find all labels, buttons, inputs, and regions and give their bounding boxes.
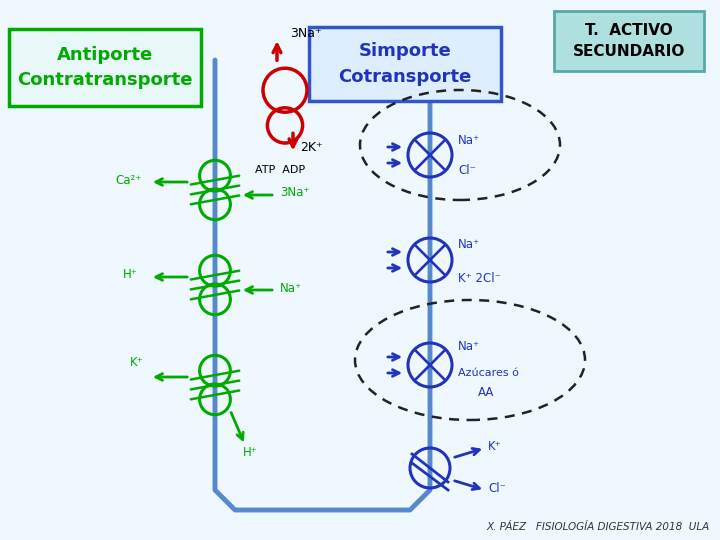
Text: Na⁺: Na⁺ [280,281,302,294]
Text: Na⁺: Na⁺ [458,239,480,252]
Text: Antiporte
Contratransporte: Antiporte Contratransporte [17,46,193,89]
FancyBboxPatch shape [309,27,501,101]
Text: ATP  ADP: ATP ADP [255,165,305,176]
Text: 3Na⁺: 3Na⁺ [290,26,322,40]
Text: K⁺: K⁺ [130,356,144,369]
Text: 3Na⁺: 3Na⁺ [280,186,310,199]
Text: Cl⁻: Cl⁻ [488,482,506,495]
FancyBboxPatch shape [9,29,201,106]
Text: K⁺: K⁺ [488,440,502,453]
Text: Simporte
Cotransporte: Simporte Cotransporte [338,43,472,85]
Text: Azúcares ó: Azúcares ó [458,368,519,378]
Text: Ca²⁺: Ca²⁺ [115,173,141,186]
Text: X. PÁEZ   FISIOLOGÍA DIGESTIVA 2018  ULA: X. PÁEZ FISIOLOGÍA DIGESTIVA 2018 ULA [487,522,710,532]
Text: H⁺: H⁺ [243,447,258,460]
Text: H⁺: H⁺ [123,268,138,281]
Text: Na⁺: Na⁺ [458,133,480,146]
Text: K⁺ 2Cl⁻: K⁺ 2Cl⁻ [458,272,501,285]
Text: Na⁺: Na⁺ [458,341,480,354]
Text: T.  ACTIVO
SECUNDARIO: T. ACTIVO SECUNDARIO [573,23,685,59]
Text: 2K⁺: 2K⁺ [300,141,323,154]
Text: AA: AA [478,387,495,400]
Text: Cl⁻: Cl⁻ [458,164,476,177]
FancyBboxPatch shape [554,11,704,71]
